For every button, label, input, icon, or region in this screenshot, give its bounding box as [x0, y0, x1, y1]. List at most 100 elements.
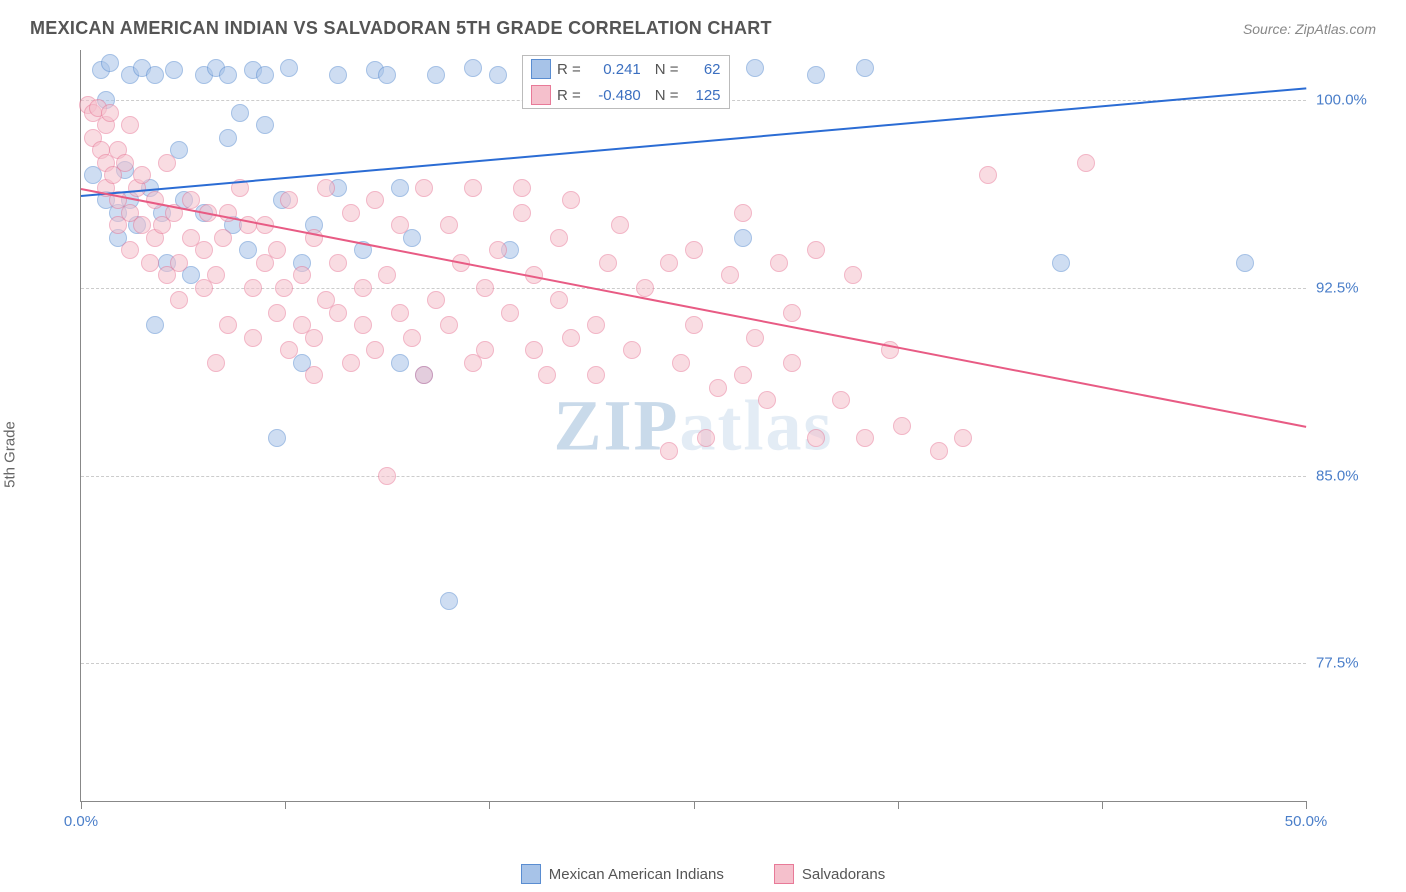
- legend-swatch: [774, 864, 794, 884]
- data-point: [329, 254, 347, 272]
- x-tick-label: 50.0%: [1285, 801, 1328, 830]
- data-point: [366, 341, 384, 359]
- data-point: [158, 154, 176, 172]
- data-point: [354, 316, 372, 334]
- r-label: R =: [557, 87, 581, 104]
- data-point: [685, 241, 703, 259]
- x-tick: [1102, 801, 1103, 809]
- data-point: [101, 104, 119, 122]
- x-tick-label: 0.0%: [64, 801, 98, 830]
- data-point: [954, 429, 972, 447]
- data-point: [685, 316, 703, 334]
- x-tick: [285, 801, 286, 809]
- r-value: -0.480: [587, 87, 641, 104]
- data-point: [562, 329, 580, 347]
- data-point: [239, 241, 257, 259]
- data-point: [623, 341, 641, 359]
- stats-legend: R =0.241N =62R =-0.480N =125: [522, 55, 730, 109]
- data-point: [783, 304, 801, 322]
- data-point: [807, 66, 825, 84]
- data-point: [256, 66, 274, 84]
- data-point: [268, 241, 286, 259]
- data-point: [587, 366, 605, 384]
- n-label: N =: [655, 87, 679, 104]
- data-point: [219, 129, 237, 147]
- n-value: 125: [685, 87, 721, 104]
- gridline-h: [81, 663, 1306, 664]
- data-point: [391, 304, 409, 322]
- source-label: Source: ZipAtlas.com: [1243, 21, 1376, 37]
- data-point: [165, 61, 183, 79]
- data-point: [427, 66, 445, 84]
- data-point: [391, 179, 409, 197]
- data-point: [599, 254, 617, 272]
- x-tick: [898, 801, 899, 809]
- header: MEXICAN AMERICAN INDIAN VS SALVADORAN 5T…: [0, 0, 1406, 47]
- data-point: [832, 391, 850, 409]
- watermark: ZIPatlas: [553, 384, 833, 467]
- stats-legend-row: R =0.241N =62: [523, 56, 729, 82]
- data-point: [513, 204, 531, 222]
- data-point: [672, 354, 690, 372]
- data-point: [489, 66, 507, 84]
- data-point: [329, 66, 347, 84]
- data-point: [660, 254, 678, 272]
- data-point: [293, 266, 311, 284]
- data-point: [538, 366, 556, 384]
- data-point: [280, 191, 298, 209]
- data-point: [1236, 254, 1254, 272]
- data-point: [550, 229, 568, 247]
- data-point: [133, 166, 151, 184]
- legend-label: Salvadorans: [802, 866, 885, 883]
- data-point: [844, 266, 862, 284]
- data-point: [856, 59, 874, 77]
- data-point: [146, 316, 164, 334]
- data-point: [280, 341, 298, 359]
- data-point: [366, 191, 384, 209]
- data-point: [207, 354, 225, 372]
- data-point: [807, 429, 825, 447]
- watermark-atlas: atlas: [680, 385, 834, 465]
- data-point: [280, 59, 298, 77]
- data-point: [170, 291, 188, 309]
- data-point: [391, 216, 409, 234]
- data-point: [501, 304, 519, 322]
- data-point: [746, 59, 764, 77]
- data-point: [219, 66, 237, 84]
- data-point: [182, 191, 200, 209]
- data-point: [734, 366, 752, 384]
- data-point: [146, 66, 164, 84]
- data-point: [403, 329, 421, 347]
- data-point: [427, 291, 445, 309]
- data-point: [342, 204, 360, 222]
- data-point: [464, 59, 482, 77]
- gridline-h: [81, 476, 1306, 477]
- r-label: R =: [557, 61, 581, 78]
- legend-label: Mexican American Indians: [549, 866, 724, 883]
- data-point: [121, 241, 139, 259]
- plot-area: ZIPatlas 77.5%85.0%92.5%100.0%0.0%50.0%R…: [80, 50, 1306, 802]
- y-tick-label: 85.0%: [1306, 467, 1386, 484]
- data-point: [170, 254, 188, 272]
- data-point: [214, 229, 232, 247]
- trend-line: [81, 188, 1306, 428]
- data-point: [697, 429, 715, 447]
- data-point: [116, 154, 134, 172]
- data-point: [378, 467, 396, 485]
- data-point: [141, 254, 159, 272]
- y-tick-label: 92.5%: [1306, 279, 1386, 296]
- data-point: [440, 316, 458, 334]
- data-point: [550, 291, 568, 309]
- gridline-h: [81, 288, 1306, 289]
- data-point: [513, 179, 531, 197]
- data-point: [275, 279, 293, 297]
- x-tick: [694, 801, 695, 809]
- data-point: [219, 316, 237, 334]
- data-point: [101, 54, 119, 72]
- bottom-legend: Mexican American Indians Salvadorans: [0, 864, 1406, 884]
- data-point: [354, 279, 372, 297]
- data-point: [758, 391, 776, 409]
- data-point: [807, 241, 825, 259]
- data-point: [342, 354, 360, 372]
- data-point: [525, 341, 543, 359]
